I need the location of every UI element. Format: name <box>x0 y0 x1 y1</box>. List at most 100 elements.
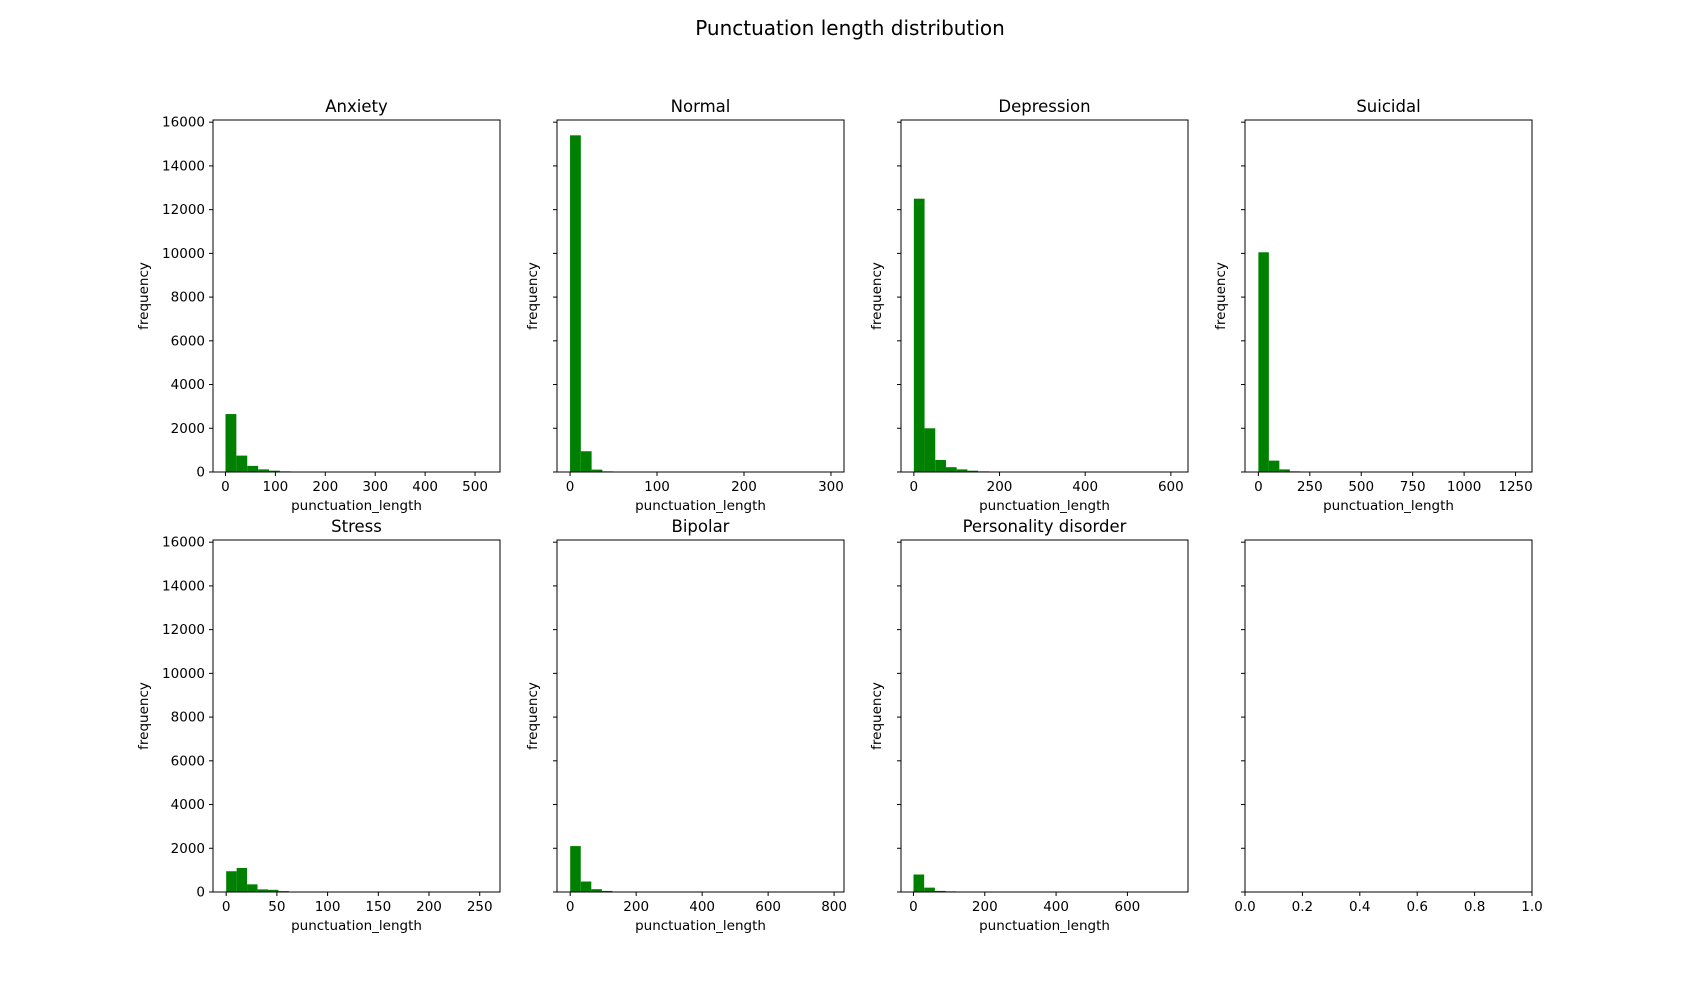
x-tick-label: 600 <box>1158 479 1184 495</box>
y-axis-label: frequency <box>136 682 152 750</box>
histogram-bar <box>591 889 602 892</box>
axes-frame <box>556 539 845 893</box>
subplot-5: 0 2000 4000 6000 8000 10000 12000 14000 16000 0 50… <box>136 517 501 934</box>
histogram-bar <box>236 455 248 472</box>
x-tick-label: 0 <box>909 899 918 915</box>
x-tick-label: 200 <box>972 899 998 915</box>
histogram-bar <box>945 467 957 472</box>
y-axis-label: frequency <box>136 262 152 330</box>
x-tick-label: 200 <box>312 479 338 495</box>
histogram-bar <box>1268 460 1280 472</box>
histogram-bar <box>247 884 258 892</box>
histogram-bar <box>935 459 946 472</box>
x-tick-label: 1000 <box>1447 479 1481 495</box>
y-axis-label: frequency <box>869 682 885 750</box>
histogram-bar <box>913 198 925 472</box>
axes-frame <box>556 119 845 473</box>
subplot-title: Personality disorder <box>963 517 1127 536</box>
y-tick-label: 6000 <box>171 753 205 769</box>
subplot-4: 0 250 500 750 1000 1250 Suicidal punctuation_le… <box>1213 97 1533 514</box>
figure-title: Punctuation length distribution <box>695 16 1005 40</box>
y-tick-label: 12000 <box>162 622 205 638</box>
histogram-bar <box>924 428 936 472</box>
x-axis-label: punctuation_length <box>635 498 766 514</box>
histogram-bar <box>247 465 259 472</box>
x-axis-label: punctuation_length <box>291 918 422 934</box>
x-axis-label: punctuation_length <box>635 918 766 934</box>
x-tick-label: 100 <box>263 479 289 495</box>
y-tick-label: 14000 <box>162 158 205 174</box>
x-tick-label: 750 <box>1400 479 1426 495</box>
subplot-title: Depression <box>998 97 1090 116</box>
histogram-bar <box>934 890 946 892</box>
histogram-bar <box>580 451 592 472</box>
x-tick-label: 400 <box>1043 899 1069 915</box>
x-tick-label: 100 <box>644 479 670 495</box>
subplot-title: Suicidal <box>1356 97 1420 116</box>
y-tick-label: 4000 <box>171 797 205 813</box>
x-tick-label: 0 <box>566 479 575 495</box>
x-tick-label: 600 <box>755 899 781 915</box>
y-tick-label: 10000 <box>162 666 205 682</box>
histogram-bar <box>257 889 268 892</box>
x-tick-label: 250 <box>467 899 493 915</box>
x-tick-label: 400 <box>689 899 715 915</box>
x-tick-label: 100 <box>315 899 341 915</box>
axes-frame <box>1244 119 1533 473</box>
y-tick-label: 10000 <box>162 246 205 262</box>
histogram-bar <box>236 867 248 892</box>
y-tick-label: 16000 <box>162 535 205 551</box>
histogram-bar <box>570 846 581 892</box>
y-axis-label: frequency <box>525 262 541 330</box>
histogram-bar <box>601 890 613 892</box>
x-tick-label: 0 <box>222 899 231 915</box>
x-tick-label: 800 <box>821 899 847 915</box>
x-tick-label: 600 <box>1115 899 1141 915</box>
subplot-title: Bipolar <box>672 517 730 536</box>
x-tick-label: 1.0 <box>1521 899 1542 915</box>
histogram-bar <box>258 469 270 472</box>
axes-frame <box>900 119 1189 473</box>
x-tick-label: 250 <box>1297 479 1323 495</box>
histogram-bar <box>570 135 581 472</box>
axes-frame <box>1244 539 1533 893</box>
subplot-7: 0 200 400 600 Personality disorder punctuatio… <box>869 517 1189 934</box>
axes-frame <box>212 119 501 473</box>
x-tick-label: 300 <box>818 479 844 495</box>
x-tick-label: 400 <box>412 479 438 495</box>
x-tick-label: 200 <box>731 479 757 495</box>
y-tick-label: 12000 <box>162 202 205 218</box>
y-tick-label: 2000 <box>171 841 205 857</box>
y-tick-label: 0 <box>196 885 205 901</box>
y-tick-label: 8000 <box>171 710 205 726</box>
x-tick-label: 50 <box>268 899 285 915</box>
subplot-3: 0 200 400 600 Depression punctuation_length fr… <box>869 97 1189 514</box>
subplot-title: Normal <box>671 97 731 116</box>
histogram-bar <box>226 871 237 892</box>
x-tick-label: 150 <box>365 899 391 915</box>
y-tick-label: 16000 <box>162 115 205 131</box>
subplot-2: 0 100 200 300 Normal punctuation_length freque… <box>525 97 845 514</box>
subplot-title: Stress <box>331 517 382 536</box>
x-axis-label: punctuation_length <box>1323 498 1454 514</box>
x-tick-label: 400 <box>1072 479 1098 495</box>
histogram-bar <box>967 470 979 472</box>
histogram-bar <box>1279 469 1290 472</box>
x-tick-label: 0.4 <box>1349 899 1370 915</box>
y-axis-label: frequency <box>869 262 885 330</box>
x-tick-label: 0 <box>566 899 575 915</box>
x-tick-label: 0.2 <box>1292 899 1313 915</box>
subplot-6: 0 200 400 600 800 Bipolar punctuation_length fr… <box>525 517 847 934</box>
subplot-8: 0.0 0.2 0.4 0.6 0.8 1.0 <box>1234 539 1543 915</box>
x-tick-label: 1250 <box>1498 479 1532 495</box>
x-tick-label: 0 <box>1254 479 1263 495</box>
histogram-bar <box>269 470 280 472</box>
y-tick-label: 14000 <box>162 578 205 594</box>
histogram-bar <box>913 874 925 892</box>
x-tick-label: 200 <box>623 899 649 915</box>
histogram-bar <box>591 469 603 472</box>
x-tick-label: 300 <box>362 479 388 495</box>
histogram-bar <box>924 887 935 892</box>
histogram-bar <box>956 469 968 472</box>
